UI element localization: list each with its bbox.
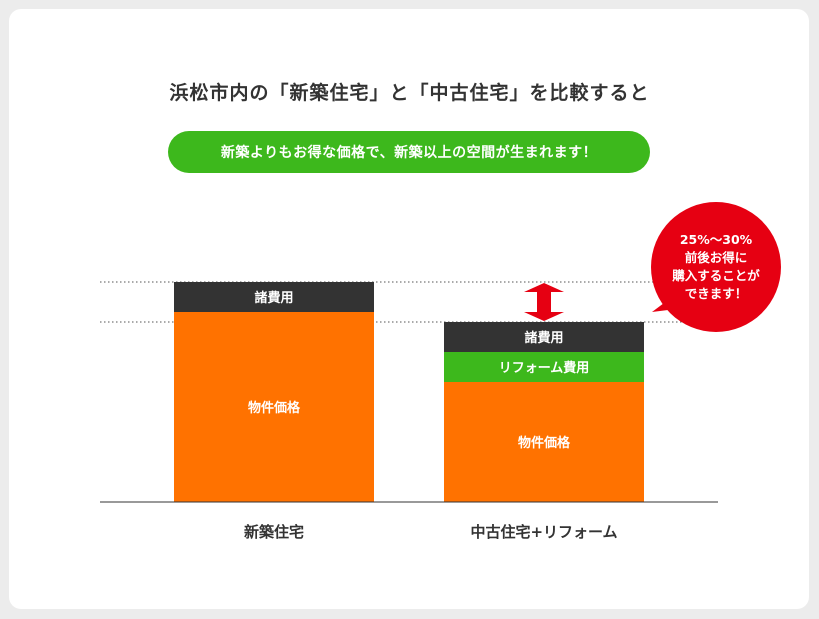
bar-segment-property-price [174,312,374,502]
bar-segment-misc-fees [174,282,374,312]
difference-arrow-icon [524,283,564,321]
segment-label-reform-cost: リフォーム費用 [499,360,590,376]
callout-text-line: 購入することが [671,268,760,283]
callout-text-line: 25%〜30% [680,232,753,247]
subtitle-pill: 新築よりもお得な価格で、新築以上の空間が生まれます！ [168,131,650,173]
segment-label-misc-fees: 諸費用 [524,330,563,346]
category-label: 新築住宅 [244,523,304,541]
segment-label-property-price: 物件価格 [248,400,301,416]
callout-bubble [651,202,781,332]
segment-label-misc-fees: 諸費用 [254,290,293,306]
bar-segment-property-price [444,382,644,502]
bar-segment-misc-fees [444,322,644,352]
callout-text-line: できます！ [685,286,748,301]
bar-segment-reform-cost [444,352,644,382]
segment-label-property-price: 物件価格 [518,435,571,451]
callout-text-line: 前後お得に [685,250,748,265]
category-label: 中古住宅+リフォーム [470,523,617,541]
page-title: 浜松市内の「新築住宅」と「中古住宅」を比較すると [169,82,650,104]
